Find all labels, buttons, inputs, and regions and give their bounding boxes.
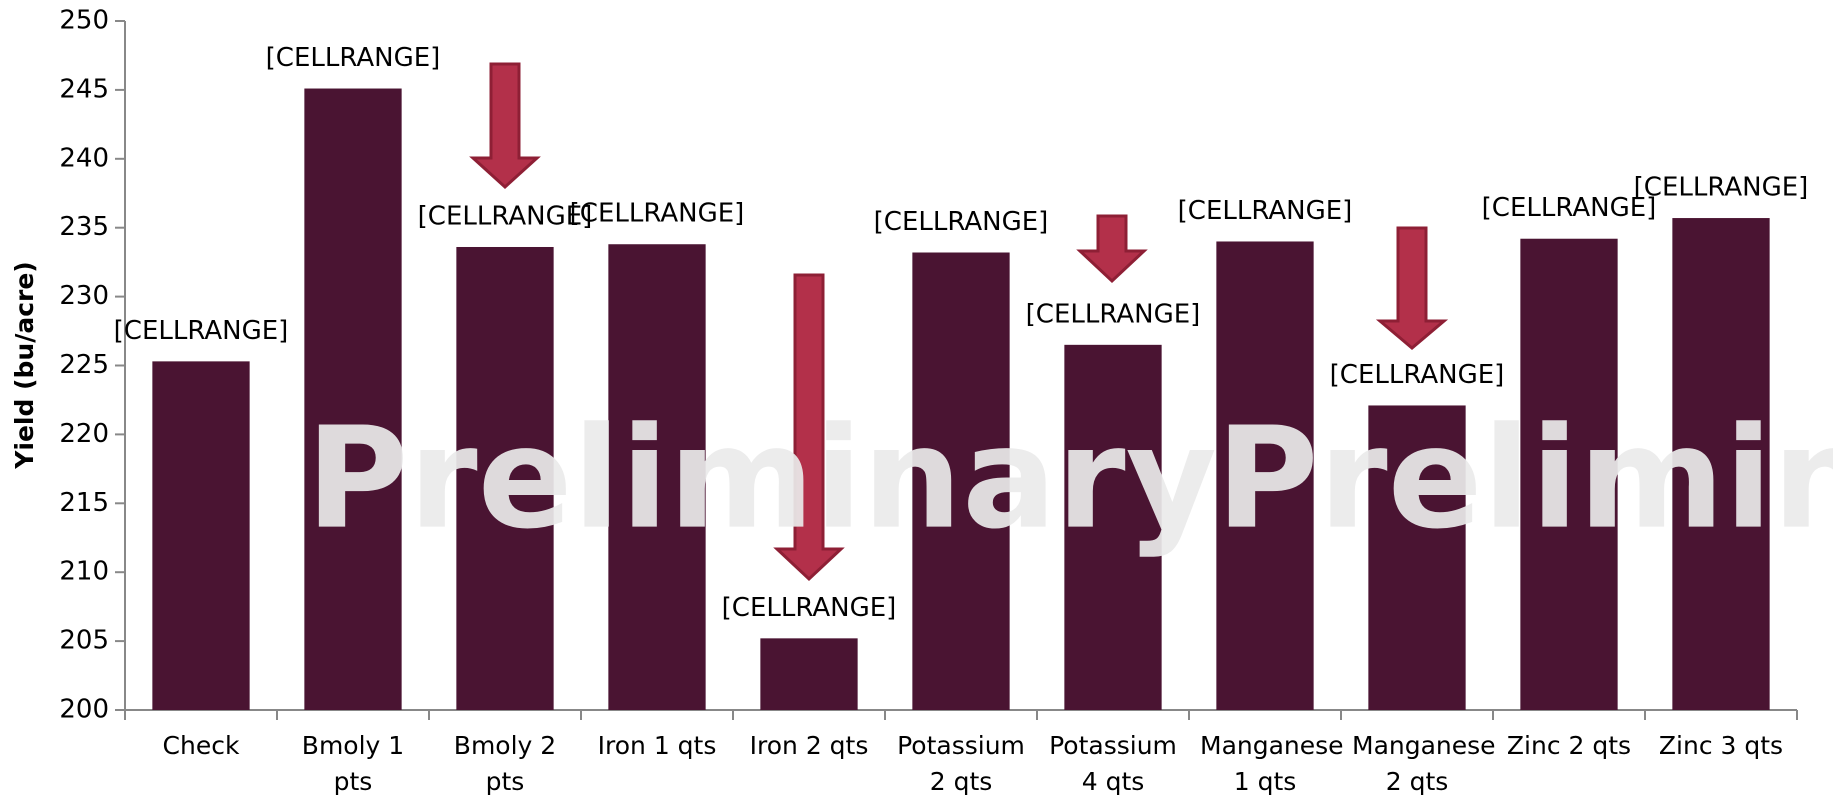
arrow (1375, 226, 1449, 350)
bar (1368, 405, 1466, 710)
bar (1520, 238, 1618, 710)
data-label: [CELLRANGE] (1482, 193, 1657, 223)
bar (608, 244, 706, 710)
watermark: Preliminary (306, 398, 1217, 561)
y-axis-label: Yield (bu/acre) (10, 261, 39, 469)
y-tick-label: 200 (59, 695, 109, 725)
arrow (1076, 214, 1148, 284)
data-label: [CELLRANGE] (570, 199, 745, 229)
y-tick-label: 215 (59, 488, 109, 518)
bar (912, 252, 1010, 710)
bar (760, 638, 858, 710)
data-label: [CELLRANGE] (418, 201, 593, 231)
data-label: [CELLRANGE] (1026, 299, 1201, 329)
y-tick-label: 235 (59, 212, 109, 242)
data-label: [CELLRANGE] (1330, 360, 1505, 390)
data-label: [CELLRANGE] (874, 207, 1049, 237)
x-tick-label: Iron 2 qts (749, 731, 869, 760)
data-label: [CELLRANGE] (722, 593, 897, 623)
data-label: [CELLRANGE] (114, 316, 289, 346)
y-tick-label: 230 (59, 281, 109, 311)
y-tick-label: 240 (59, 143, 109, 173)
y-tick-label: 225 (59, 350, 109, 380)
bar (1672, 218, 1770, 710)
bar (1216, 241, 1314, 711)
x-tick-label: Bmoly 2 pts (453, 731, 557, 796)
x-tick-label: Zinc 2 qts (1506, 731, 1632, 760)
x-tick-label: Potassium 4 qts (1049, 731, 1177, 796)
x-tick-label: Iron 1 qts (597, 731, 717, 760)
y-tick-label: 245 (59, 74, 109, 104)
y-tick-label: 205 (59, 626, 109, 656)
x-tick-label: Manganese 2 qts (1352, 731, 1496, 796)
data-label: [CELLRANGE] (266, 43, 441, 73)
bar (456, 246, 554, 710)
watermark: Preliminary (1216, 398, 1833, 561)
bar (1064, 344, 1162, 710)
bar (304, 88, 402, 711)
bar (152, 361, 250, 710)
x-tick-label: Potassium 2 qts (897, 731, 1025, 796)
x-tick-label: Bmoly 1 pts (301, 731, 405, 796)
x-tick-label: Zinc 3 qts (1658, 731, 1784, 760)
x-tick-label: Manganese 1 qts (1200, 731, 1344, 796)
x-tick-label: Check (162, 731, 240, 760)
y-tick-label: 250 (59, 6, 109, 36)
data-label: [CELLRANGE] (1178, 196, 1353, 226)
y-tick-label: 210 (59, 557, 109, 587)
arrow (469, 62, 541, 190)
arrow (773, 273, 845, 582)
y-tick-label: 220 (59, 419, 109, 449)
data-label: [CELLRANGE] (1634, 173, 1809, 203)
